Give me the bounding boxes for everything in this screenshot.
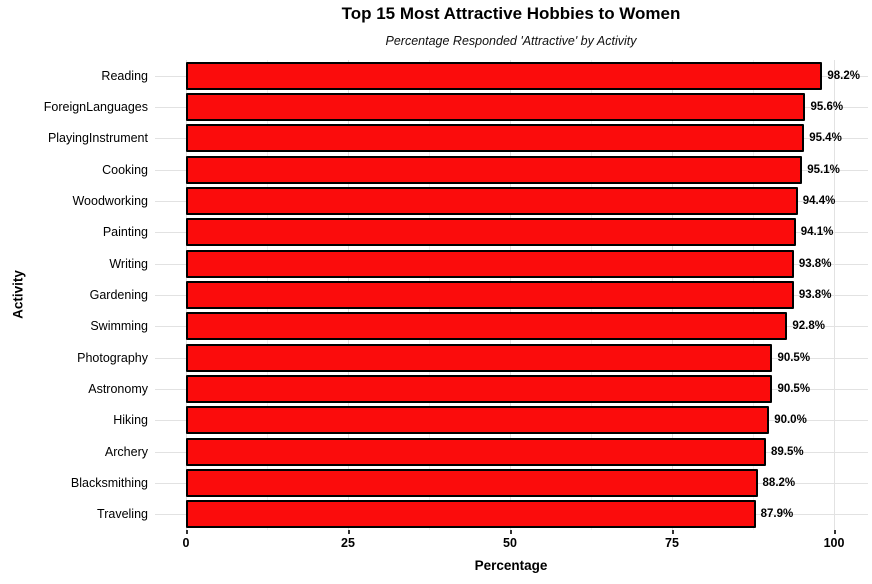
bar-value-label: 94.4% <box>802 195 836 207</box>
y-axis-tick-label: PlayingInstrument <box>47 131 148 146</box>
bar <box>186 61 823 90</box>
y-axis-tick-label: Gardening <box>89 288 148 302</box>
bar <box>186 155 803 184</box>
bar <box>186 93 806 121</box>
x-axis-tick-label: 0 <box>182 536 190 550</box>
x-axis-title: Percentage <box>474 558 548 573</box>
bar-value-label: 93.8% <box>798 289 832 301</box>
bar-value-label: 90.0% <box>774 414 807 427</box>
bar <box>186 469 758 497</box>
y-axis-tick-label: Reading <box>101 68 148 83</box>
y-axis-tick-label: Blacksmithing <box>70 476 148 490</box>
bar-value-label: 88.2% <box>762 477 796 489</box>
bar <box>186 437 766 466</box>
bar-value-label: 87.9% <box>760 508 794 521</box>
x-axis-tick-mark <box>672 530 674 534</box>
bar <box>186 375 773 403</box>
bar-value-label: 89.5% <box>770 445 804 458</box>
bar-value-label: 95.4% <box>809 132 842 145</box>
x-axis-tick-mark <box>348 530 350 534</box>
y-axis-title: Activity <box>10 270 26 319</box>
bar <box>186 249 794 278</box>
x-axis-tick-label: 25 <box>341 536 355 550</box>
y-axis-tick-label: Writing <box>109 256 148 271</box>
x-axis-tick-mark <box>834 530 836 534</box>
y-axis-tick-label: Astronomy <box>88 382 148 396</box>
bar-value-label: 95.6% <box>810 101 844 113</box>
bar <box>186 500 756 529</box>
bar <box>186 281 794 309</box>
x-axis-tick-label: 100 <box>823 536 845 550</box>
plot-area: 98.2% 95.6% 95.4% 95.1% 94.4% 94.1% 93.8% 93.8%… <box>155 60 868 530</box>
bar <box>186 218 796 247</box>
y-axis-tick-label: Woodworking <box>72 194 148 208</box>
bar-value-label: 93.8% <box>798 257 832 270</box>
y-axis-tick-label: Painting <box>102 225 148 240</box>
bar <box>186 187 798 215</box>
bar-value-label: 95.1% <box>807 163 840 176</box>
y-axis-tick-label: Cooking <box>102 162 148 177</box>
bar-value-label: 90.5% <box>777 383 811 395</box>
x-axis-tick-mark <box>510 530 512 534</box>
bar-value-label: 94.1% <box>800 226 834 239</box>
x-axis-tick-label: 75 <box>665 536 679 550</box>
bar <box>186 312 788 341</box>
bar-value-label: 92.8% <box>792 320 825 333</box>
x-axis-tick-label: 50 <box>503 536 517 550</box>
chart-title: Top 15 Most Attractive Hobbies to Women <box>341 4 681 23</box>
bar <box>186 124 805 153</box>
bar <box>186 343 773 372</box>
y-axis-tick-label: Swimming <box>90 319 148 334</box>
y-axis-tick-label: ForeignLanguages <box>43 100 148 114</box>
y-axis-tick-label: Traveling <box>97 507 148 522</box>
y-axis-tick-label: Hiking <box>113 413 148 428</box>
y-axis-tick-label: Archery <box>104 444 148 459</box>
bar <box>186 406 770 435</box>
x-axis-tick-mark <box>186 530 188 534</box>
bar-value-label: 98.2% <box>827 69 860 82</box>
chart-subtitle: Percentage Responded 'Attractive' by Act… <box>385 34 637 48</box>
bar-value-label: 90.5% <box>777 351 811 364</box>
y-axis-tick-label: Photography <box>77 350 148 365</box>
